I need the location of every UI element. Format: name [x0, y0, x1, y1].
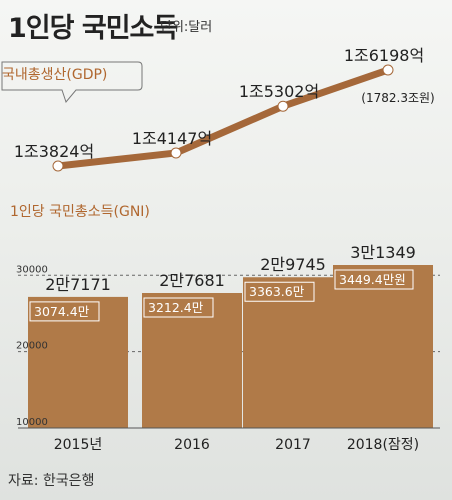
gdp-value-label: 1조3824억 [14, 142, 94, 161]
gni-inner-label-box [143, 297, 214, 318]
gni-bar [28, 296, 128, 428]
x-tick-label: 2016 [174, 437, 210, 453]
gni-bar [142, 293, 242, 428]
gdp-line [54, 66, 392, 170]
gdp-value-label: 1조4147억 [132, 129, 212, 148]
x-tick-label: 2018(잠정) [347, 437, 419, 453]
gni-series-label: 1인당 국민총소득(GNI) [10, 204, 150, 220]
y-tick-label: 30000 [16, 264, 48, 275]
gdp-value-label: 1조6198억 [344, 46, 424, 65]
page-title: 1인당 국민소득 [8, 13, 178, 44]
gni-bar [243, 277, 343, 428]
x-tick-label: 2015년 [54, 437, 103, 453]
gni-inner-label-box [29, 301, 100, 322]
x-tick-label: 2017 [275, 437, 311, 453]
source-note: 자료: 한국은행 [8, 473, 95, 489]
gdp-point [382, 64, 394, 76]
gdp-point [277, 100, 289, 112]
unit-label: 단위:달러 [160, 20, 213, 35]
gni-inner-label: 3449.4만원 [339, 272, 406, 287]
y-tick-label: 10000 [16, 417, 48, 428]
gdp-point [170, 147, 182, 159]
gdp-annotation: (1782.3조원) [361, 91, 434, 105]
gni-inner-label: 3212.4만 [148, 300, 204, 315]
gdp-label-callout [1, 61, 143, 104]
gni-inner-label: 3074.4만 [34, 304, 90, 319]
gni-value-label: 2만7171 [45, 275, 111, 294]
gni-inner-label-box [244, 281, 315, 302]
y-tick-label: 20000 [16, 341, 48, 352]
gni-value-label: 3만1349 [350, 243, 416, 262]
gni-value-label: 2만7681 [159, 271, 225, 290]
gdp-value-label: 1조5302억 [239, 82, 319, 101]
gni-inner-label: 3363.6만 [249, 284, 305, 299]
gni-bar [333, 265, 433, 428]
gdp-point [52, 160, 64, 172]
gni-value-label: 2만9745 [260, 255, 326, 274]
gdp-series-label: 국내총생산(GDP) [2, 67, 108, 83]
gni-inner-label-box [334, 269, 414, 290]
